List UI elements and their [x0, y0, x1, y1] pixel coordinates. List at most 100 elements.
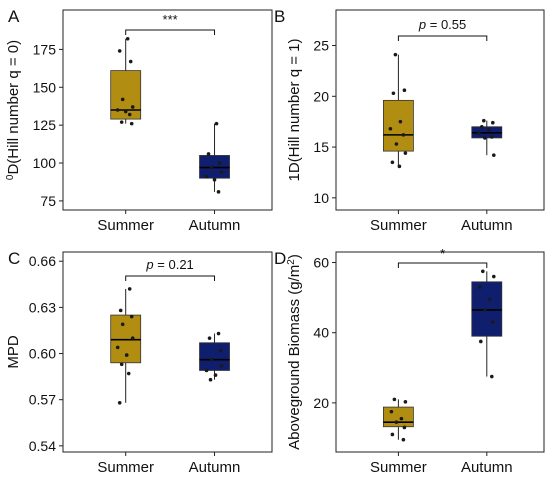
panel-d-point-autumn [490, 374, 494, 379]
panel-a-y-axis-label: 0D(Hill number q = 0) [5, 40, 23, 180]
panel-d-point-autumn [492, 274, 496, 279]
panel-b-point-autumn [480, 124, 484, 129]
panel-c-point-summer [127, 287, 132, 291]
panel-b-point-autumn [491, 120, 495, 125]
panel-c-ytick-label: 0.60 [29, 346, 56, 362]
panel-c-plot-frame [62, 251, 273, 453]
panel-a-ytick-label: 125 [33, 117, 57, 133]
panel-a-point-autumn [214, 121, 219, 126]
panel-a-point-summer [117, 49, 122, 53]
panel-a-point-autumn [204, 174, 209, 179]
panel-d-point-summer [399, 416, 404, 421]
panel-c-point-summer [129, 314, 134, 319]
panel-a-point-autumn [212, 177, 217, 182]
panel-a-plot-frame [62, 9, 273, 211]
panel-a-ytick-label: 75 [40, 193, 56, 209]
panel-d-point-summer [389, 409, 394, 414]
panel-d-ytick-label: 60 [313, 255, 329, 271]
panel-c-box-autumn [199, 342, 230, 371]
panel-d-xtick-label-summer: Summer [370, 459, 427, 476]
panel-c: C 0.54 0.57 0.60 0.63 0.66 MPD Summer Autumn p = … [5, 249, 273, 476]
panel-c-point-autumn [207, 336, 212, 340]
panel-b-point-autumn [483, 136, 487, 140]
panel-c-ytick-label: 0.63 [29, 299, 56, 315]
panel-d-box-autumn [471, 281, 503, 337]
panel-d-point-autumn [481, 269, 485, 274]
panel-d-point-summer [390, 432, 395, 437]
panel-b-point-summer [398, 119, 403, 124]
panel-b-y-axis-label: 1D(Hill number q = 1) [286, 39, 303, 182]
panel-c-ytick-label: 0.66 [29, 253, 56, 269]
panel-a-point-autumn [216, 190, 221, 194]
panel-a-significance-bracket [125, 29, 216, 35]
panel-b-point-summer [401, 133, 406, 137]
panel-b-point-autumn [490, 135, 494, 139]
panel-b-ytick-label: 10 [313, 190, 329, 206]
panel-c-significance-label: p = 0.21 [145, 257, 193, 272]
panel-b-point-summer [393, 52, 398, 57]
panel-a-xtick-label-autumn: Autumn [189, 217, 241, 234]
panel-b-plot-frame [335, 9, 545, 211]
panel-d-ytick-label: 40 [313, 325, 329, 341]
panel-c-point-summer [117, 400, 122, 405]
panel-d-point-summer [403, 400, 408, 404]
panel-d-y-axis-label: Aboveground Biomass (g/m2) [286, 254, 304, 450]
panel-c-point-autumn [208, 377, 213, 382]
panel-b-ytick-label: 25 [313, 38, 329, 54]
panel-b-point-summer [397, 164, 402, 169]
panel-b-point-autumn [487, 127, 491, 132]
panel-d-point-autumn [491, 320, 495, 324]
panel-a-point-autumn [209, 165, 214, 170]
panel-c-point-autumn [219, 364, 224, 368]
panel-b-letter: B [274, 7, 285, 26]
panel-a-point-summer [120, 97, 125, 102]
panel-c-point-summer [126, 371, 131, 376]
panel-d-point-autumn [488, 297, 492, 302]
panel-d-point-autumn [479, 339, 483, 344]
panel-a-point-autumn [219, 170, 224, 174]
panel-b-point-autumn [492, 153, 496, 157]
panel-b-xtick-label-summer: Summer [370, 217, 427, 234]
panel-d-letter: D [274, 249, 286, 268]
panel-d-point-autumn [478, 285, 482, 289]
panel-b-point-summer [388, 126, 393, 131]
panel-c-xtick-label-autumn: Autumn [189, 459, 241, 476]
panel-c-y-axis-label: MPD [5, 335, 22, 369]
panel-c-point-autumn [216, 331, 221, 336]
panel-b-ytick-label: 15 [313, 139, 329, 155]
panel-a-letter: A [8, 7, 20, 26]
panel-d-significance-bracket [397, 262, 488, 268]
panel-a-ytick-label: 175 [33, 41, 57, 57]
panel-d-point-summer [402, 425, 407, 430]
panel-b-point-summer [390, 160, 395, 165]
panel-b-point-summer [402, 88, 407, 93]
panel-d-xtick-label-autumn: Autumn [461, 459, 513, 476]
panel-c-xtick-label-summer: Summer [97, 459, 154, 476]
panel-b-point-autumn [482, 118, 486, 123]
panel-c-ytick-label: 0.57 [29, 392, 56, 408]
panel-b-ytick-label: 20 [313, 88, 329, 104]
panel-c-point-summer [124, 353, 129, 357]
panel-d-point-summer [401, 437, 406, 442]
panel-c-point-autumn [218, 348, 223, 353]
panel-b-point-autumn [477, 131, 481, 135]
panel-c-point-summer [120, 322, 125, 327]
panel-d-point-summer [392, 397, 397, 402]
panel-c-letter: C [8, 249, 20, 268]
panel-a-point-summer [125, 36, 130, 41]
panel-b: B 10 15 20 25 1D(Hill number q = 1) Summer Autu… [274, 7, 545, 234]
panel-a-xtick-label-summer: Summer [97, 217, 154, 234]
panel-d-point-autumn [483, 308, 487, 312]
panel-a-ytick-label: 150 [33, 79, 57, 95]
panel-a-point-summer [130, 105, 135, 109]
panel-a-point-summer [115, 108, 120, 112]
panel-d-box-summer [382, 406, 414, 428]
panel-a-point-summer [129, 121, 134, 126]
panel-d-point-summer [394, 420, 399, 424]
panel-b-xtick-label-autumn: Autumn [461, 217, 513, 234]
panel-a: A 75 100 125 150 175 0D(Hill number q = 0) Summ… [5, 7, 273, 234]
panel-d-ytick-label: 20 [313, 395, 329, 411]
panel-d-significance-label: * [440, 246, 445, 261]
panel-a-point-summer [119, 120, 124, 124]
